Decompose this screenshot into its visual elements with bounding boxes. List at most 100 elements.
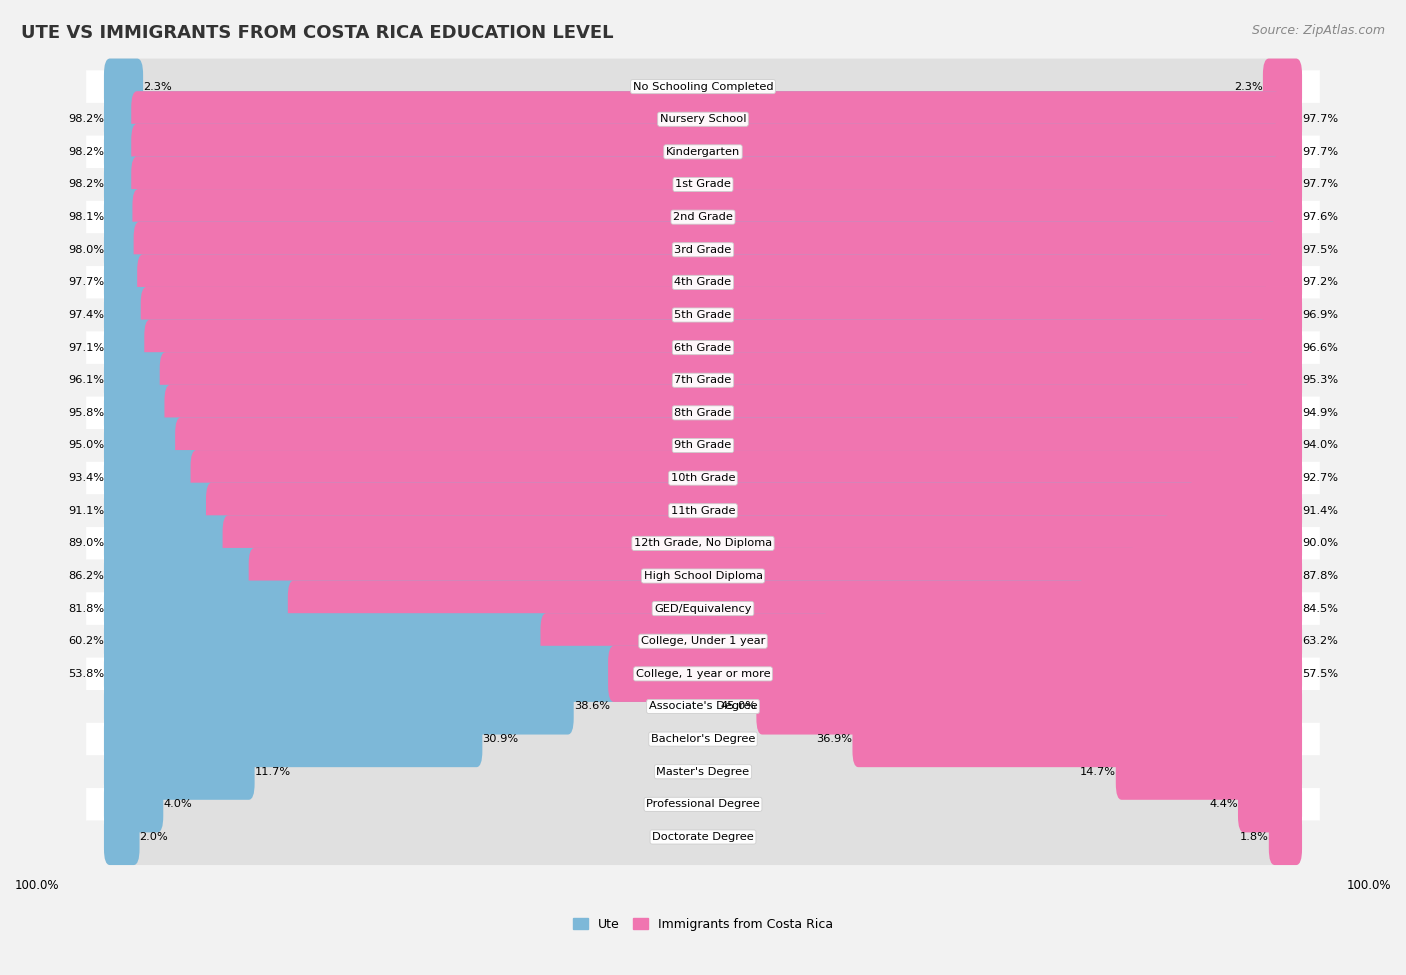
FancyBboxPatch shape — [86, 788, 1320, 821]
FancyBboxPatch shape — [104, 385, 1253, 441]
FancyBboxPatch shape — [104, 679, 574, 734]
Text: 6th Grade: 6th Grade — [675, 342, 731, 353]
FancyBboxPatch shape — [138, 254, 1302, 310]
FancyBboxPatch shape — [104, 483, 1197, 539]
FancyBboxPatch shape — [104, 254, 1275, 310]
Text: 30.9%: 30.9% — [482, 734, 519, 744]
Text: UTE VS IMMIGRANTS FROM COSTA RICA EDUCATION LEVEL: UTE VS IMMIGRANTS FROM COSTA RICA EDUCAT… — [21, 24, 613, 42]
Text: 45.0%: 45.0% — [720, 701, 756, 712]
FancyBboxPatch shape — [104, 516, 1171, 571]
FancyBboxPatch shape — [176, 417, 1302, 474]
Text: Source: ZipAtlas.com: Source: ZipAtlas.com — [1251, 24, 1385, 37]
FancyBboxPatch shape — [207, 483, 1302, 539]
FancyBboxPatch shape — [104, 417, 1302, 474]
Text: College, 1 year or more: College, 1 year or more — [636, 669, 770, 679]
Text: 100.0%: 100.0% — [1347, 879, 1391, 892]
FancyBboxPatch shape — [104, 483, 1302, 539]
FancyBboxPatch shape — [104, 92, 1281, 147]
Text: 11.7%: 11.7% — [254, 766, 291, 777]
Text: 97.2%: 97.2% — [1302, 277, 1339, 288]
Text: 3rd Grade: 3rd Grade — [675, 245, 731, 254]
FancyBboxPatch shape — [86, 70, 1320, 103]
Text: 94.0%: 94.0% — [1302, 441, 1339, 450]
FancyBboxPatch shape — [104, 254, 1302, 310]
FancyBboxPatch shape — [86, 625, 1320, 657]
Text: 91.1%: 91.1% — [67, 506, 104, 516]
Text: 92.7%: 92.7% — [1302, 473, 1339, 484]
FancyBboxPatch shape — [104, 58, 143, 115]
Text: Nursery School: Nursery School — [659, 114, 747, 124]
Text: 86.2%: 86.2% — [67, 571, 104, 581]
Text: 2nd Grade: 2nd Grade — [673, 213, 733, 222]
FancyBboxPatch shape — [131, 156, 1302, 213]
FancyBboxPatch shape — [104, 92, 1302, 147]
Text: 87.8%: 87.8% — [1302, 571, 1339, 581]
Text: Professional Degree: Professional Degree — [647, 800, 759, 809]
FancyBboxPatch shape — [86, 690, 1320, 722]
FancyBboxPatch shape — [191, 450, 1302, 506]
FancyBboxPatch shape — [86, 298, 1320, 332]
Text: 97.7%: 97.7% — [1302, 179, 1339, 189]
FancyBboxPatch shape — [104, 156, 1281, 213]
FancyBboxPatch shape — [104, 548, 1139, 604]
FancyBboxPatch shape — [160, 352, 1302, 409]
Text: High School Diploma: High School Diploma — [644, 571, 762, 581]
Text: 14.7%: 14.7% — [1080, 766, 1116, 777]
Text: 1st Grade: 1st Grade — [675, 179, 731, 189]
FancyBboxPatch shape — [540, 613, 1302, 669]
Text: 2.0%: 2.0% — [139, 832, 169, 842]
FancyBboxPatch shape — [104, 58, 1302, 115]
Text: 4th Grade: 4th Grade — [675, 277, 731, 288]
Text: 5th Grade: 5th Grade — [675, 310, 731, 320]
Text: 96.1%: 96.1% — [67, 375, 104, 385]
FancyBboxPatch shape — [86, 201, 1320, 233]
FancyBboxPatch shape — [104, 287, 1271, 343]
Text: 8th Grade: 8th Grade — [675, 408, 731, 418]
FancyBboxPatch shape — [104, 124, 1281, 180]
Text: 94.9%: 94.9% — [1302, 408, 1339, 418]
Text: 96.9%: 96.9% — [1302, 310, 1339, 320]
FancyBboxPatch shape — [104, 580, 1302, 637]
FancyBboxPatch shape — [104, 189, 1279, 245]
FancyBboxPatch shape — [104, 613, 1302, 669]
Text: 98.0%: 98.0% — [67, 245, 104, 254]
FancyBboxPatch shape — [756, 679, 1302, 734]
FancyBboxPatch shape — [104, 744, 254, 799]
FancyBboxPatch shape — [86, 527, 1320, 560]
Text: Kindergarten: Kindergarten — [666, 147, 740, 157]
Text: 4.0%: 4.0% — [163, 800, 193, 809]
Text: 11th Grade: 11th Grade — [671, 506, 735, 516]
FancyBboxPatch shape — [86, 429, 1320, 462]
Text: 97.7%: 97.7% — [67, 277, 104, 288]
FancyBboxPatch shape — [86, 168, 1320, 201]
FancyBboxPatch shape — [104, 221, 1278, 278]
FancyBboxPatch shape — [86, 364, 1320, 397]
Text: 57.5%: 57.5% — [1302, 669, 1339, 679]
FancyBboxPatch shape — [609, 645, 1302, 702]
FancyBboxPatch shape — [104, 156, 1302, 213]
Text: 12th Grade, No Diploma: 12th Grade, No Diploma — [634, 538, 772, 548]
Text: 63.2%: 63.2% — [1302, 637, 1339, 646]
Text: 2.3%: 2.3% — [1234, 82, 1263, 92]
FancyBboxPatch shape — [86, 332, 1320, 364]
FancyBboxPatch shape — [145, 320, 1302, 375]
Text: Bachelor's Degree: Bachelor's Degree — [651, 734, 755, 744]
FancyBboxPatch shape — [104, 450, 1302, 506]
FancyBboxPatch shape — [86, 722, 1320, 756]
FancyBboxPatch shape — [104, 776, 1302, 833]
FancyBboxPatch shape — [86, 266, 1320, 298]
Text: 91.4%: 91.4% — [1302, 506, 1339, 516]
FancyBboxPatch shape — [86, 560, 1320, 592]
Text: 97.6%: 97.6% — [1302, 213, 1339, 222]
Text: Associate's Degree: Associate's Degree — [648, 701, 758, 712]
Text: 97.7%: 97.7% — [1302, 114, 1339, 124]
Text: 9th Grade: 9th Grade — [675, 441, 731, 450]
FancyBboxPatch shape — [141, 287, 1302, 343]
FancyBboxPatch shape — [104, 320, 1302, 375]
Text: 98.1%: 98.1% — [67, 213, 104, 222]
Text: 90.0%: 90.0% — [1302, 538, 1339, 548]
Text: 93.4%: 93.4% — [67, 473, 104, 484]
FancyBboxPatch shape — [104, 189, 1302, 245]
FancyBboxPatch shape — [86, 821, 1320, 853]
FancyBboxPatch shape — [104, 809, 1302, 865]
